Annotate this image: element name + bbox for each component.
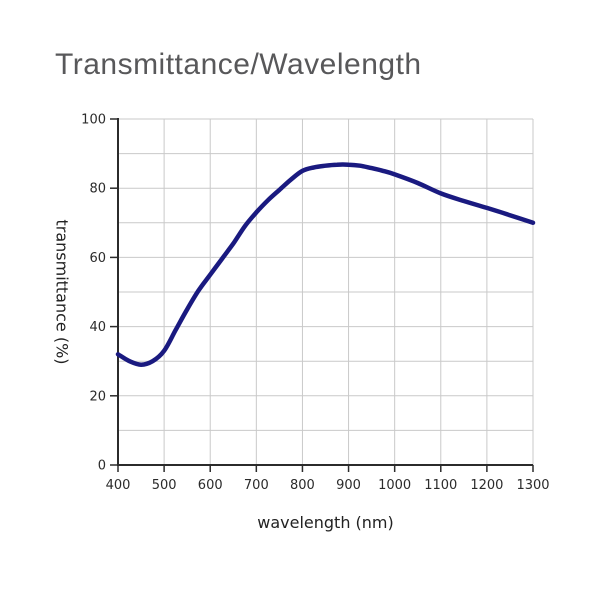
- x-tick-label: 600: [198, 478, 223, 493]
- x-tick-label: 1200: [470, 478, 503, 493]
- y-tick-label: 0: [98, 459, 106, 474]
- x-tick-label: 500: [152, 478, 177, 493]
- transmittance-curve: [115, 162, 536, 367]
- data-series: [115, 162, 536, 367]
- x-tick-label: 1000: [378, 478, 411, 493]
- chart-title: Transmittance/Wavelength: [55, 48, 422, 81]
- gridlines: [117, 118, 534, 466]
- y-tick-label: 40: [89, 320, 106, 335]
- y-tick-label: 20: [89, 389, 106, 404]
- x-tick-label: 900: [336, 478, 361, 493]
- x-tick-label: 700: [244, 478, 269, 493]
- axes: [117, 118, 533, 466]
- x-axis-title: wavelength (nm): [257, 513, 394, 532]
- tick-labels: 400 500 600 700 800 900 1000 1100 1200 1300 0 20 40 6…: [81, 113, 549, 494]
- y-tick-label: 100: [81, 113, 106, 128]
- y-tick-label: 60: [89, 251, 106, 266]
- x-tick-label: 1300: [516, 478, 549, 493]
- tick-marks: [110, 118, 534, 472]
- x-tick-label: 400: [106, 478, 131, 493]
- x-tick-label: 1100: [424, 478, 457, 493]
- x-tick-label: 800: [290, 478, 315, 493]
- y-tick-label: 80: [89, 182, 106, 197]
- y-axis-title: transmittance (%): [53, 219, 72, 364]
